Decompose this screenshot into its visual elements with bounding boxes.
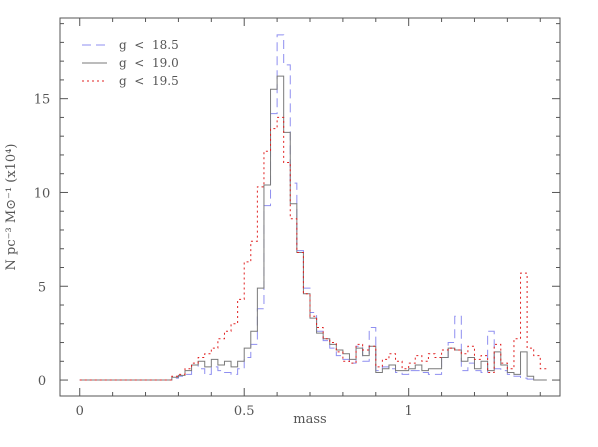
legend-label-1: g < 18.5: [119, 38, 179, 52]
series-line-2: [79, 75, 547, 381]
legend-label-3: g < 19.5: [119, 74, 179, 88]
y-tick-label: 10: [34, 186, 51, 201]
x-axis-title: mass: [293, 412, 326, 427]
series-layer: [79, 34, 547, 381]
y-tick-label: 5: [38, 280, 46, 295]
series-line-3: [79, 116, 547, 381]
y-axis-title: N pc⁻³ M⊙⁻¹ (x10⁴): [4, 144, 19, 271]
legend-label-2: g < 19.0: [119, 56, 179, 70]
x-tick-label: 1: [405, 404, 413, 419]
y-tick-label: 15: [34, 93, 51, 108]
y-tick-label: 0: [38, 374, 46, 389]
x-tick-label: 0.5: [234, 404, 255, 419]
x-tick-label: 0: [76, 404, 84, 419]
legend: g < 18.5 g < 19.0 g < 19.5: [82, 38, 179, 88]
